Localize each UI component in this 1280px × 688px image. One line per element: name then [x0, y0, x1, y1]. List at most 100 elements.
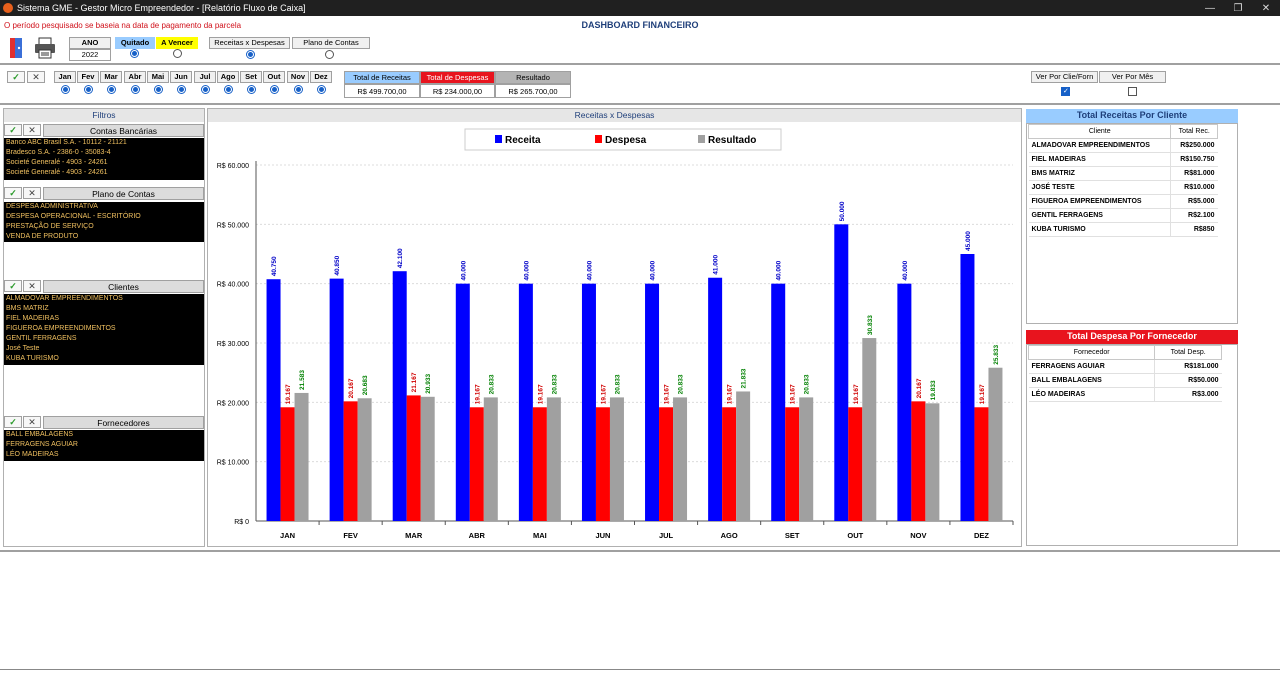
bar-despesa-nov — [911, 401, 926, 521]
data-label-despesa: 19.167 — [790, 384, 797, 404]
plano-x-icon[interactable]: ✕ — [23, 187, 41, 199]
contas-x-icon[interactable]: ✕ — [23, 124, 41, 136]
clientes-x-icon[interactable]: ✕ — [23, 280, 41, 292]
list-item[interactable]: LÉO MADEIRAS — [6, 451, 59, 458]
window-titlebar: Sistema GME - Gestor Micro Empreendedor … — [0, 0, 1280, 16]
month-radio-abr[interactable] — [131, 85, 140, 94]
resultado-value: R$ 265.700,00 — [495, 84, 571, 98]
despesa-fornecedor-title: Total Despesa Por Fornecedor — [1026, 330, 1238, 344]
ver-por-clie-checkbox[interactable] — [1061, 87, 1070, 96]
ano-input[interactable]: 2022 — [69, 49, 111, 61]
table-row[interactable]: KUBA TURISMO R$850 — [1028, 222, 1218, 237]
row-name: BMS MATRIZ — [1028, 166, 1171, 181]
list-item[interactable]: BALL EMBALAGENS — [6, 431, 74, 438]
a-vencer-radio[interactable] — [173, 49, 182, 58]
total-despesas-value: R$ 234.000,00 — [420, 84, 495, 98]
month-label-abr: Abr — [124, 71, 146, 83]
legend-label-despesa: Despesa — [605, 135, 647, 146]
month-radio-fev[interactable] — [84, 85, 93, 94]
table-row[interactable]: LÉO MADEIRAS R$3.000 — [1028, 387, 1222, 402]
chart-panel-title: Receitas x Despesas — [208, 109, 1021, 122]
bar-despesa-jul — [659, 407, 674, 521]
list-item[interactable]: Bradesco S.A. - 2386-0 - 35083-4 — [6, 149, 111, 156]
data-label-receita: 40.000 — [902, 260, 909, 280]
bar-receita-jun — [581, 283, 596, 521]
list-item[interactable]: VENDA DE PRODUTO — [6, 233, 79, 240]
month-radio-nov[interactable] — [294, 85, 303, 94]
month-radio-jul[interactable] — [201, 85, 210, 94]
table-row[interactable]: JOSÉ TESTE R$10.000 — [1028, 180, 1218, 195]
fornecedores-list[interactable]: BALL EMBALAGENS FERRAGENS AGUIAR LÉO MAD… — [4, 430, 204, 461]
list-item[interactable]: Societé Generalé - 4903 - 24261 — [6, 159, 108, 166]
fornecedores-check-icon[interactable]: ✓ — [4, 416, 22, 428]
contas-check-icon[interactable]: ✓ — [4, 124, 22, 136]
data-label-resultado: 20.833 — [551, 374, 558, 394]
table-row[interactable]: BALL EMBALAGENS R$50.000 — [1028, 373, 1222, 388]
data-label-resultado: 19.833 — [930, 380, 937, 400]
fornecedores-x-icon[interactable]: ✕ — [23, 416, 41, 428]
month-label-jun: Jun — [170, 71, 192, 83]
x-tick-label: JUN — [595, 531, 610, 540]
plano-list[interactable]: DESPESA ADMINISTRATIVA DESPESA OPERACION… — [4, 202, 204, 242]
list-item[interactable]: KUBA TURISMO — [6, 355, 59, 362]
list-item[interactable]: Societé Generalé - 4903 - 24261 — [6, 169, 108, 176]
x-tick-label: JAN — [280, 531, 295, 540]
list-item[interactable]: FIEL MADEIRAS — [6, 315, 60, 322]
restore-icon[interactable]: ❐ — [1233, 2, 1243, 14]
month-radio-mai[interactable] — [154, 85, 163, 94]
select-all-months-check-icon[interactable]: ✓ — [7, 71, 25, 83]
close-icon[interactable]: ✕ — [1261, 2, 1271, 14]
month-radio-jun[interactable] — [177, 85, 186, 94]
plano-check-icon[interactable]: ✓ — [4, 187, 22, 199]
legend-label-receita: Receita — [505, 135, 541, 146]
list-item[interactable]: FERRAGENS AGUIAR — [6, 441, 78, 448]
exit-door-icon[interactable] — [7, 37, 27, 59]
month-radio-dez[interactable] — [317, 85, 326, 94]
contas-list[interactable]: Banco ABC Brasil S.A. - 10112 - 21121 Br… — [4, 138, 204, 180]
plano-contas-radio[interactable] — [325, 50, 334, 59]
row-name: FIGUEROA EMPREENDIMENTOS — [1028, 194, 1171, 209]
x-tick-label: FEV — [343, 531, 358, 540]
bar-despesa-out — [848, 407, 863, 521]
list-item[interactable]: ALMADOVAR EMPREENDIMENTOS — [6, 295, 123, 302]
table-row[interactable]: ALMADOVAR EMPREENDIMENTOS R$250.000 — [1028, 138, 1218, 153]
ver-por-mes-checkbox[interactable] — [1128, 87, 1137, 96]
month-radio-mar[interactable] — [107, 85, 116, 94]
legend-swatch-despesa — [595, 135, 602, 143]
table-row[interactable]: FIGUEROA EMPREENDIMENTOS R$5.000 — [1028, 194, 1218, 209]
list-item[interactable]: GENTIL FERRAGENS — [6, 335, 77, 342]
list-item[interactable]: Banco ABC Brasil S.A. - 10112 - 21121 — [6, 139, 127, 146]
list-item[interactable]: BMS MATRIZ — [6, 305, 49, 312]
clientes-list[interactable]: ALMADOVAR EMPREENDIMENTOS BMS MATRIZ FIE… — [4, 294, 204, 365]
table-row[interactable]: GENTIL FERRAGENS R$2.100 — [1028, 208, 1218, 223]
table-row[interactable]: FIEL MADEIRAS R$150.750 — [1028, 152, 1218, 167]
minimize-icon[interactable]: — — [1205, 2, 1215, 14]
printer-icon[interactable] — [33, 36, 57, 60]
month-radio-out[interactable] — [270, 85, 279, 94]
quitado-radio[interactable] — [130, 49, 139, 58]
month-radio-jan[interactable] — [61, 85, 70, 94]
list-item[interactable]: FIGUEROA EMPREENDIMENTOS — [6, 325, 116, 332]
month-radio-set[interactable] — [247, 85, 256, 94]
bar-resultado-jun — [609, 397, 624, 521]
table-row[interactable]: BMS MATRIZ R$81.000 — [1028, 166, 1218, 181]
bar-despesa-ago — [722, 407, 737, 521]
table-row[interactable]: FERRAGENS AGUIAR R$181.000 — [1028, 359, 1222, 374]
list-item[interactable]: José Teste — [6, 345, 40, 352]
list-item[interactable]: DESPESA ADMINISTRATIVA — [6, 203, 98, 210]
data-label-despesa: 19.167 — [979, 384, 986, 404]
bar-resultado-out — [862, 338, 877, 521]
month-radio-ago[interactable] — [224, 85, 233, 94]
list-item[interactable]: PRESTAÇÃO DE SERVIÇO — [6, 223, 94, 230]
month-label-fev: Fev — [77, 71, 99, 83]
bar-despesa-jun — [595, 407, 610, 521]
row-value: R$850 — [1170, 222, 1218, 237]
receitas-despesas-radio[interactable] — [246, 50, 255, 59]
data-label-resultado: 21.833 — [741, 368, 748, 388]
month-label-nov: Nov — [287, 71, 309, 83]
bar-receita-out — [834, 224, 849, 521]
clientes-check-icon[interactable]: ✓ — [4, 280, 22, 292]
bar-receita-dez — [960, 254, 975, 521]
list-item[interactable]: DESPESA OPERACIONAL - ESCRITÓRIO — [6, 213, 141, 220]
clear-months-x-icon[interactable]: ✕ — [27, 71, 45, 83]
